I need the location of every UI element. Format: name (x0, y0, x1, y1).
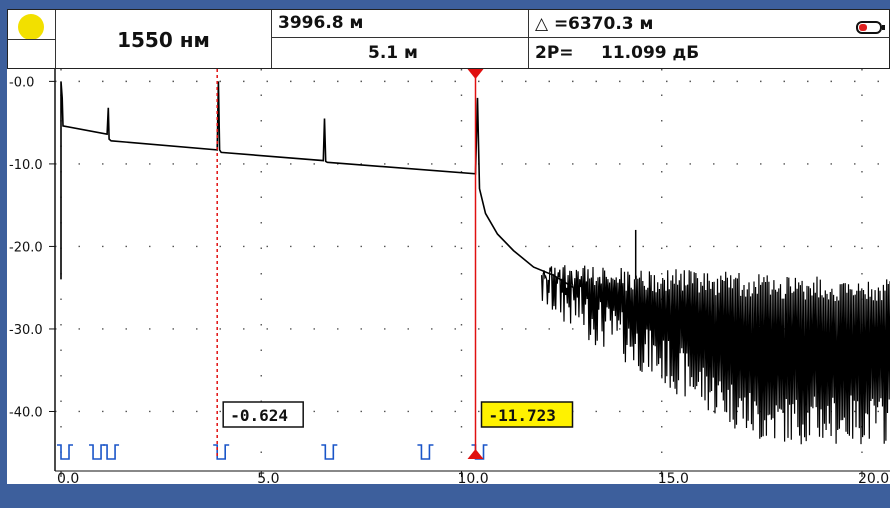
x-tick-label: 20.0 (858, 471, 889, 484)
loss-label: 2P= (535, 43, 574, 63)
cursor-value-box (222, 401, 304, 428)
wavelength-label: 1550 нм (117, 28, 210, 52)
x-tick-label: 0.0 (57, 471, 79, 484)
delta-icon: △ (535, 14, 549, 34)
event-mark (103, 444, 120, 460)
reflectogram-trace (60, 81, 575, 289)
plot-background (7, 69, 890, 484)
event-mark (89, 444, 106, 460)
y-tick-label: -40.0 (9, 405, 43, 420)
status-indicator (18, 14, 44, 40)
noise-trace (541, 265, 890, 445)
header-divider (8, 39, 56, 40)
cursor-top-handle[interactable] (467, 69, 484, 79)
event-mark (57, 444, 74, 460)
delta-equals: = (554, 14, 569, 34)
y-tick-label: -10.0 (9, 158, 43, 173)
delta-distance: 6370.3 м (568, 14, 654, 34)
x-tick-label: 10.0 (457, 471, 488, 484)
cursor-value-label: -0.624 (230, 406, 288, 425)
x-tick-label: 15.0 (658, 471, 689, 484)
header-divider (271, 37, 890, 38)
cursor-value-box (480, 401, 574, 428)
header-divider (528, 10, 529, 68)
cursor-bottom-handle[interactable] (467, 449, 484, 459)
loss-value: 11.099 дБ (601, 43, 700, 63)
resolution-distance: 5.1 м (368, 43, 418, 63)
y-tick-label: -20.0 (9, 240, 43, 255)
cursor-distance: 3996.8 м (278, 13, 364, 33)
cursor-value-label: -11.723 (489, 406, 556, 425)
header-divider (271, 10, 272, 68)
x-tick-label: 5.0 (257, 471, 279, 484)
y-tick-label: -30.0 (9, 323, 43, 338)
event-mark (417, 444, 434, 460)
y-tick-label: -0.0 (9, 75, 34, 90)
event-mark (213, 444, 230, 460)
measurement-header: 1550 нм 3996.8 м 5.1 м △ = 6370.3 м 2P= … (7, 9, 890, 69)
battery-icon (856, 21, 885, 34)
event-mark (321, 444, 338, 460)
trace-plot[interactable]: -0.0 -10.0 -20.0 -30.0 -40.0 0.0 5.0 10.0 15.0 20… (7, 69, 890, 484)
trace-chart: -0.0 -10.0 -20.0 -30.0 -40.0 0.0 5.0 10.0 15.0 20… (7, 69, 890, 484)
